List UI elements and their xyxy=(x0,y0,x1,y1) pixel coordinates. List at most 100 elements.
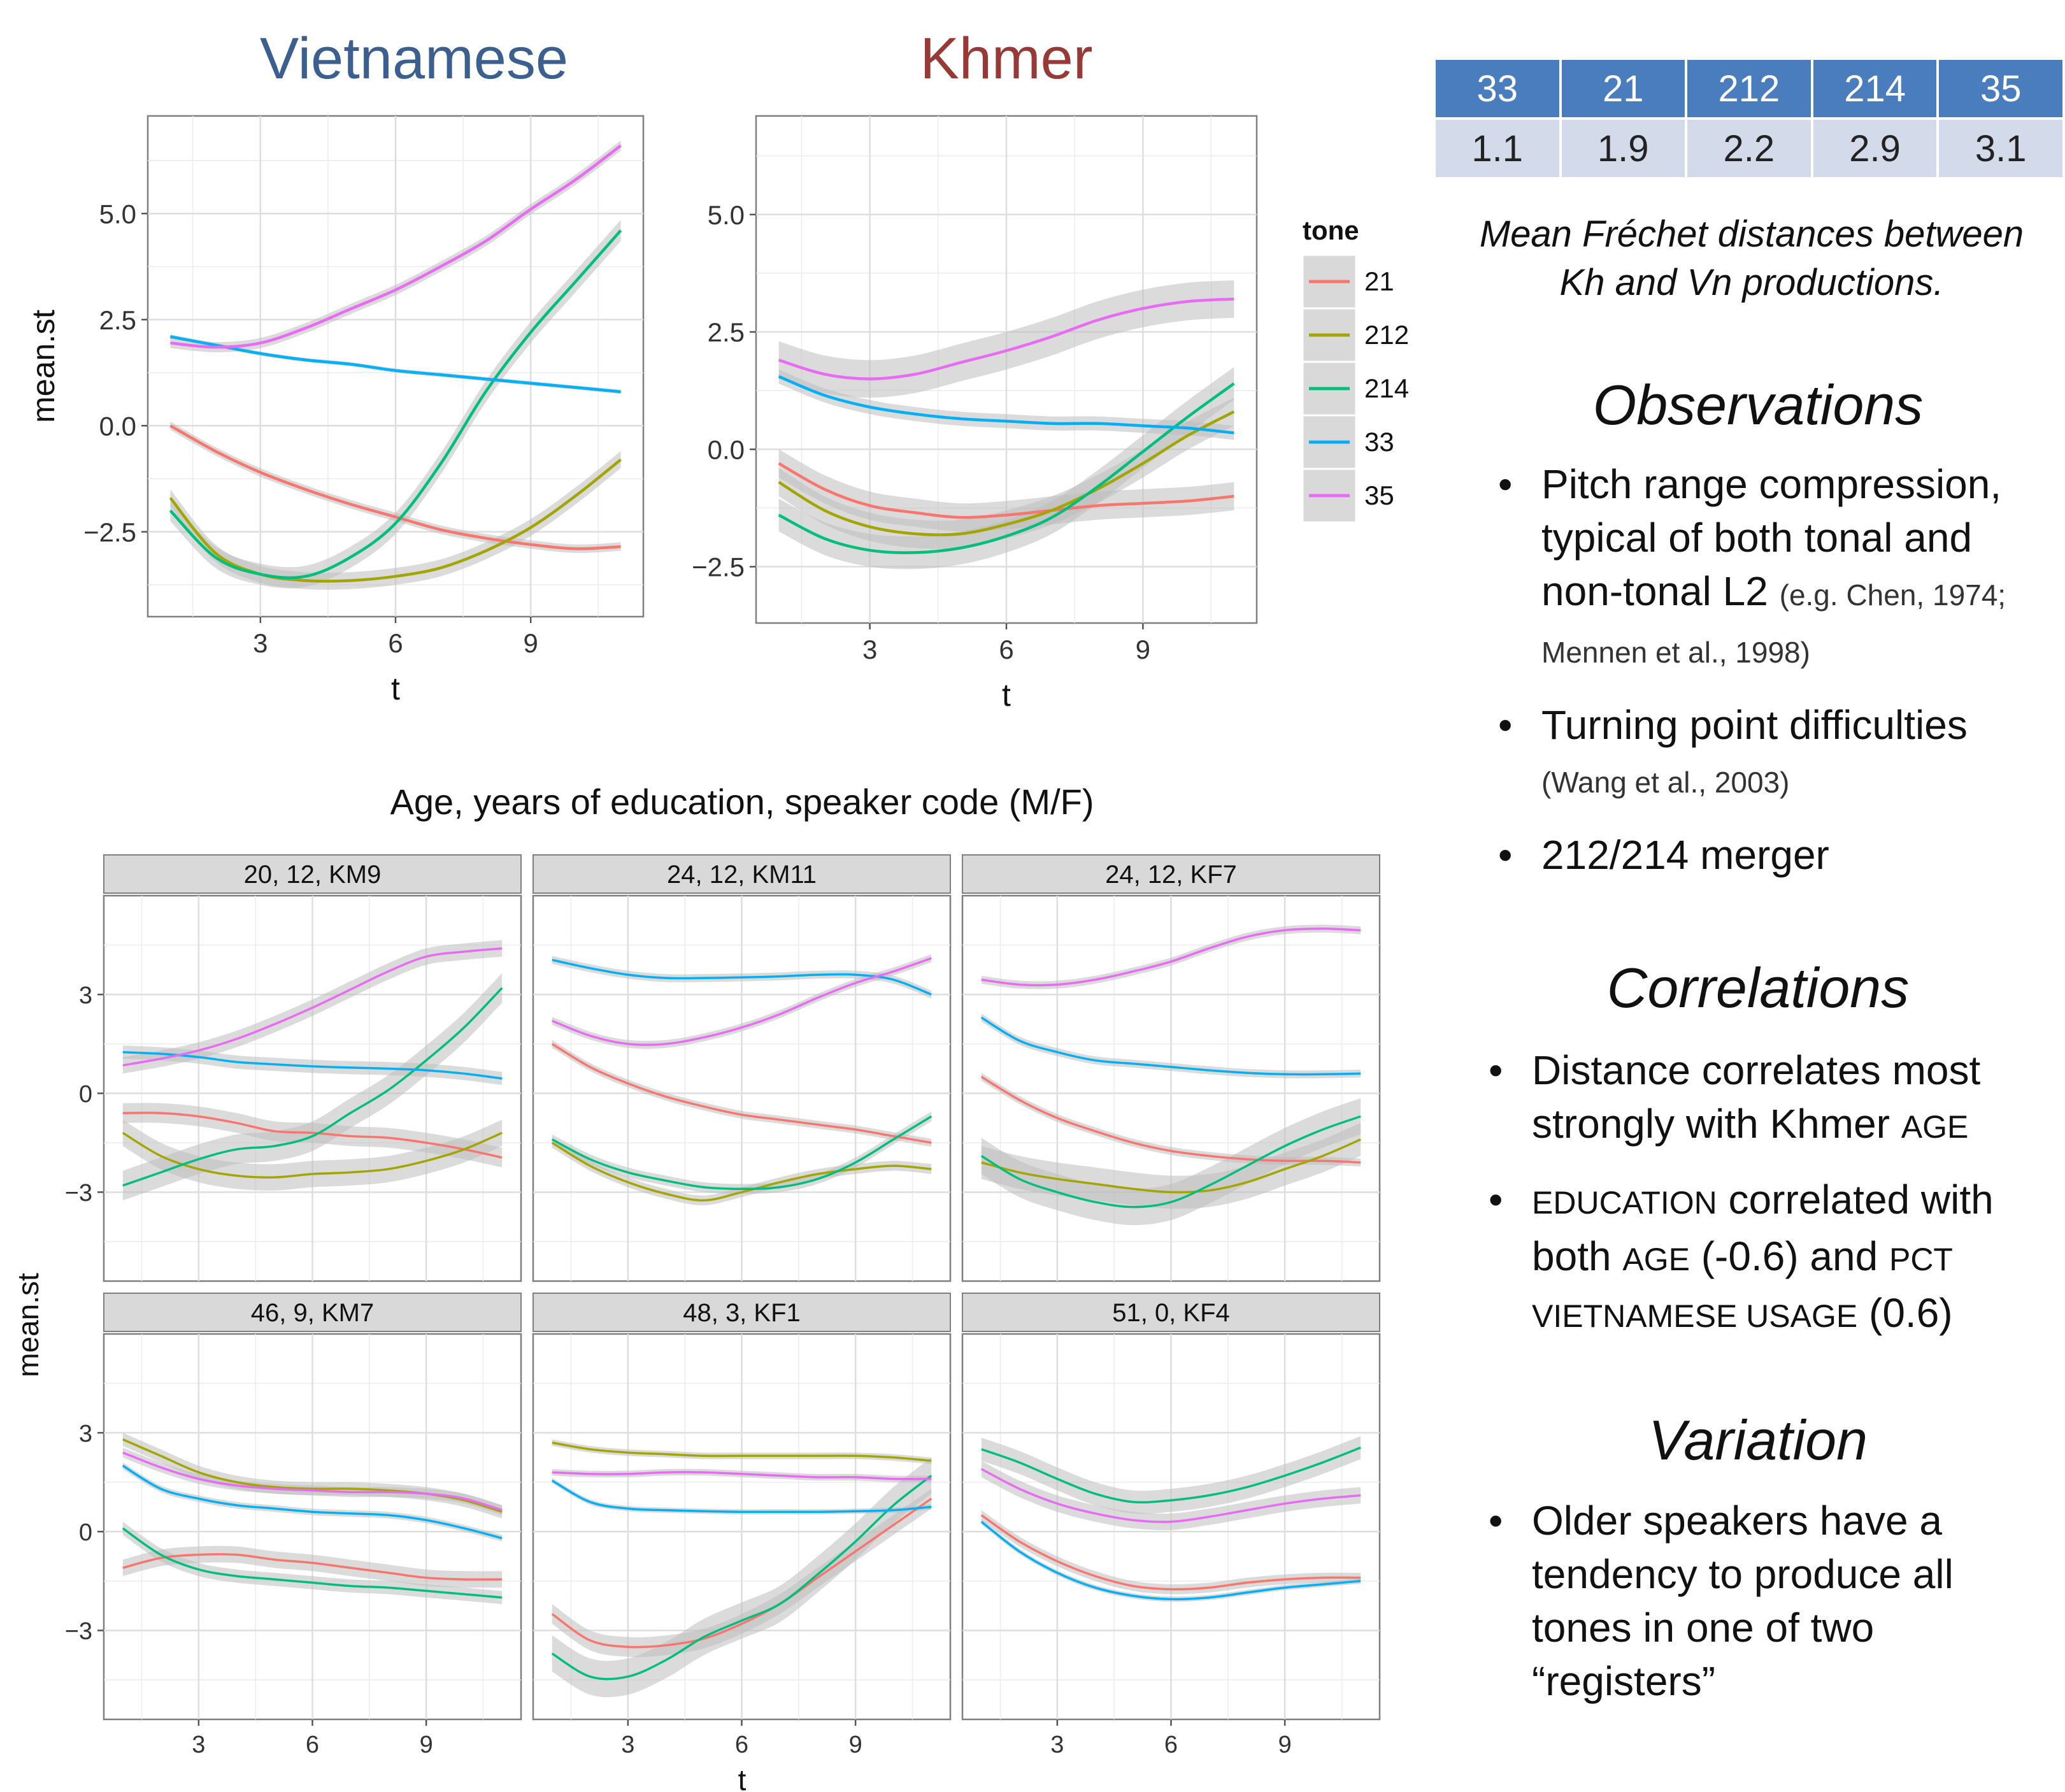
grid-lines xyxy=(962,896,1380,1281)
x-tick-label: 6 xyxy=(1164,1731,1178,1758)
table-header-cell: 212 xyxy=(1687,60,1811,117)
grid-lines xyxy=(962,1334,1380,1719)
facet-strip: 20, 12, KM9 xyxy=(103,854,522,894)
x-tick-label: 3 xyxy=(192,1731,205,1758)
x-axis-label: t xyxy=(391,671,400,706)
y-tick-label: 0.0 xyxy=(708,434,745,464)
confidence-band-214 xyxy=(778,367,1234,570)
series-line-21 xyxy=(778,462,1234,519)
confidence-band-35 xyxy=(981,924,1361,989)
x-tick-label: 9 xyxy=(1278,1731,1292,1758)
list-item: 212/214 merger xyxy=(1484,828,2057,882)
confidence-band-21 xyxy=(981,1510,1361,1595)
facet-main-title: Age, years of education, speaker code (M… xyxy=(390,782,1094,822)
confidence-band-212 xyxy=(170,451,621,590)
citation: (Wang et al., 2003) xyxy=(1541,766,1790,799)
x-tick-label: 3 xyxy=(621,1731,634,1758)
series-line-35 xyxy=(552,957,932,1046)
frechet-table: 33 21 212 214 35 1.1 1.9 2.2 2.9 3.1 xyxy=(1433,57,2065,180)
plot-panel: −3 0 3 xyxy=(65,894,522,1282)
facet-strip: 51, 0, KF4 xyxy=(962,1293,1380,1332)
confidence-band-212 xyxy=(552,1439,932,1465)
observations-title: Observations xyxy=(1592,373,1924,436)
table-value-cell: 2.9 xyxy=(1813,120,1937,177)
table-header-cell: 35 xyxy=(1939,60,2062,117)
small-caps-term: PCT VIETNAMESE USAGE xyxy=(1532,1242,1953,1334)
table-header-cell: 33 xyxy=(1436,60,1559,117)
legend-label: 214 xyxy=(1364,373,1409,403)
series-line-212 xyxy=(552,1441,932,1462)
bullet-text: 212/214 merger xyxy=(1541,832,1829,878)
table-value-cell: 3.1 xyxy=(1939,120,2062,177)
facet-strip: 46, 9, KM7 xyxy=(103,1293,522,1332)
confidence-band-33 xyxy=(981,1014,1361,1079)
caption-line-1: Mean Fréchet distances between xyxy=(1479,213,2024,255)
series-line-214 xyxy=(551,1475,932,1681)
series-line-21 xyxy=(980,1514,1361,1591)
y-tick-label: 0 xyxy=(79,1519,92,1546)
confidence-band-35 xyxy=(981,1461,1361,1530)
facet-strip-label: 20, 12, KM9 xyxy=(244,861,382,889)
list-item: EDUCATION correlated with both AGE (-0.6… xyxy=(1475,1173,2061,1343)
confidence-band-214 xyxy=(981,1098,1361,1226)
variation-title: Variation xyxy=(1648,1409,1868,1472)
plot-panel: 3 6 9 −3 0 3 xyxy=(65,1333,522,1758)
bullet-text: (0.6) xyxy=(1857,1290,1953,1336)
x-axis-label: t xyxy=(1002,677,1011,713)
y-tick-label: 0 xyxy=(79,1081,92,1108)
table-value-cell: 2.2 xyxy=(1687,120,1811,177)
caption-line-2: Kh and Vn productions. xyxy=(1559,262,1944,303)
x-tick-label: 6 xyxy=(735,1731,748,1758)
y-axis-label: mean.st xyxy=(25,310,61,423)
small-caps-term: AGE xyxy=(1622,1242,1690,1277)
legend-label: 33 xyxy=(1364,427,1394,457)
facet-x-axis-label: t xyxy=(738,1763,747,1792)
series-line-35 xyxy=(122,1451,503,1512)
x-tick-label: 6 xyxy=(306,1731,319,1758)
y-tick-label: 5.0 xyxy=(708,200,745,230)
series-line-214 xyxy=(980,1115,1361,1208)
series-line-35 xyxy=(980,1468,1361,1523)
correlations-title: Correlations xyxy=(1606,956,1910,1019)
confidence-band-214 xyxy=(552,1111,932,1194)
x-tick-label: 6 xyxy=(388,628,403,658)
confidence-band-214 xyxy=(122,973,503,1201)
confidence-band-214 xyxy=(122,1521,503,1604)
list-item: Pitch range compression, typical of both… xyxy=(1484,457,2057,679)
y-tick-label: −2.5 xyxy=(83,517,136,547)
table-caption: Mean Fréchet distances between Kh and Vn… xyxy=(1446,210,2057,307)
series-line-214 xyxy=(169,229,622,580)
small-caps-term: AGE xyxy=(1901,1109,1969,1145)
y-tick-label: −3 xyxy=(65,1180,92,1207)
series-line-214 xyxy=(551,1115,932,1190)
series-line-35 xyxy=(981,927,1361,987)
confidence-band-214 xyxy=(552,1457,932,1698)
confidence-band-35 xyxy=(552,954,932,1049)
bullet-text: Older speakers have a tendency to produc… xyxy=(1532,1498,1954,1704)
y-tick-label: 2.5 xyxy=(708,317,745,347)
facet-strip-box xyxy=(532,854,951,894)
list-item: Turning point difficulties (Wang et al.,… xyxy=(1484,698,2057,809)
series-line-214 xyxy=(122,987,503,1187)
series-line-212 xyxy=(981,1138,1361,1194)
facet-strip: 48, 3, KF1 xyxy=(532,1293,951,1332)
y-tick-label: −2.5 xyxy=(692,552,745,582)
facet-strip-label: 24, 12, KM11 xyxy=(667,861,817,889)
series-line-212 xyxy=(169,458,622,583)
y-tick-label: 3 xyxy=(79,982,92,1009)
bullet-text: correlated with both xyxy=(1532,1177,1994,1279)
list-item: Older speakers have a tendency to produc… xyxy=(1475,1494,2061,1708)
y-tick-label: 5.0 xyxy=(99,199,136,229)
series-line-21 xyxy=(551,1498,932,1649)
series-line-33 xyxy=(552,959,932,996)
series-line-33 xyxy=(980,1521,1361,1601)
x-tick-label: 3 xyxy=(1050,1731,1064,1758)
facet-strip-box xyxy=(962,1293,1380,1332)
correlations-list: Distance correlates most strongly with K… xyxy=(1475,1043,2061,1362)
confidence-band-21 xyxy=(122,1545,503,1588)
plot-panel: 3 6 9 xyxy=(532,1333,952,1758)
grid-lines xyxy=(104,896,521,1281)
chart-area: 3 6 9 −2.5 0.0 2.5 5.0 t mean.st 3 6 9 −2.5 0.0 2.5 5.0… xyxy=(11,115,1409,1792)
khmer-title: Khmer xyxy=(920,26,1093,91)
